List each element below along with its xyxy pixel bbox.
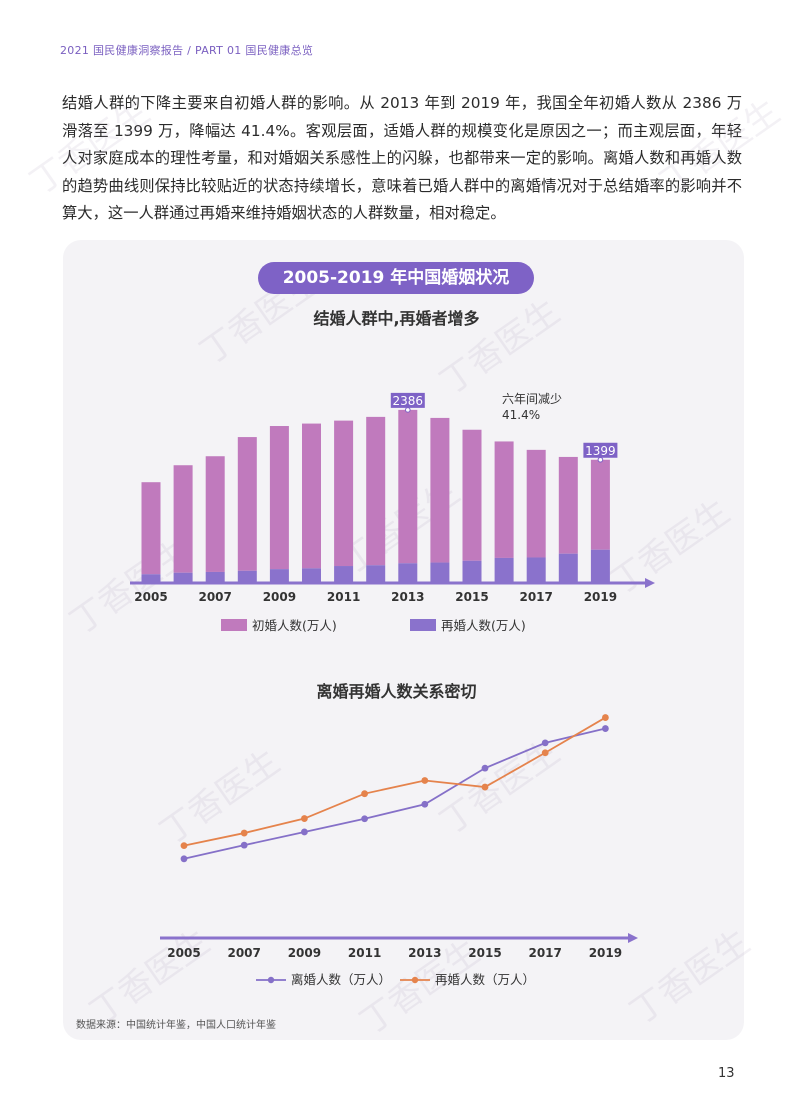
bar-remarriage-2007 [205,571,225,583]
panel-title: 2005-2019 年中国婚姻状况 [258,262,534,294]
bar-first-marriage-2014 [430,417,450,563]
bar-first-marriage-2016 [494,441,514,558]
series-point-1-2011 [361,790,368,798]
series-point-0-2011 [361,815,368,823]
report-header: 2021 国民健康洞察报告 / PART 01 国民健康总览 [60,44,314,57]
data-label-dot [405,407,411,413]
bar-remarriage-2014 [430,562,450,583]
legend-swatch-remarriage [410,619,436,631]
bar-remarriage-2010 [302,568,321,583]
bar-remarriage-2009 [269,569,289,583]
legend-swatch-first-marriage [221,619,247,631]
x-tick-label: 2009 [288,946,321,960]
series-point-1-2007 [240,829,248,837]
legend-label-remarriage: 再婚人数（万人） [435,972,535,987]
data-label-2013: 2386 [393,394,424,408]
x-tick-label: 2011 [327,590,360,604]
data-label-box [583,442,618,458]
x-tick-label: 2017 [519,590,552,604]
bar-chart-title: 结婚人群中,再婚者增多 [313,309,480,328]
annotation-line2: 41.4% [502,408,540,422]
bar-first-marriage-2015 [462,429,482,561]
bar-remarriage-2018 [558,553,578,583]
series-point-1-2013 [421,777,429,784]
bar-first-marriage-2019 [590,459,610,550]
x-tick-label: 2019 [589,946,622,960]
data-label-2019: 1399 [585,444,616,458]
bar-remarriage-2015 [462,560,482,583]
series-line-1 [183,716,606,847]
line-chart-title: 离婚再婚人数关系密切 [316,682,477,701]
x-tick-label: 2017 [528,946,561,960]
bar-first-marriage-2008 [237,437,257,571]
bar-first-marriage-2018 [558,456,578,554]
bar-remarriage-2011 [334,566,354,583]
data-label-dot [597,456,604,463]
x-tick-label: 2011 [348,946,381,960]
page-number: 13 [718,1066,735,1081]
legend-dot-divorce [267,976,275,984]
legend-label-remarriage: 再婚人数(万人) [441,618,526,633]
bar-remarriage-2017 [526,557,546,583]
x-tick-label: 2015 [468,946,501,960]
series-point-0-2005 [180,855,188,863]
bar-remarriage-2012 [366,565,386,583]
bar-remarriage-2006 [173,572,193,583]
x-tick-label: 2007 [227,946,260,960]
series-point-1-2015 [481,783,489,791]
x-tick-label: 2015 [455,590,488,604]
legend-dot-remarriage [411,976,419,984]
bar-first-marriage-2005 [141,482,161,575]
series-point-0-2019 [602,725,609,732]
series-point-0-2009 [301,828,308,836]
bar-first-marriage-2017 [526,449,546,558]
bar-remarriage-2008 [237,570,257,583]
divorce-remarriage-line-chart: 2005 2007 2009 2011 2013 2015 2017 2019 离婚人数（万人）… [160,714,638,987]
x-tick-label: 2009 [263,590,296,604]
x-axis-arrow [628,933,638,943]
marriage-bar-chart: 2005 2007 2009 2011 2013 2015 2017 2019 2386 1399… [130,392,655,633]
legend-label-first-marriage: 初婚人数(万人) [252,618,337,633]
x-axis-arrow [645,578,655,588]
series-point-0-2017 [541,739,549,747]
x-tick-label: 2007 [198,590,231,604]
annotation-line1: 六年间减少 [502,392,562,406]
bar-first-marriage-2007 [205,456,225,572]
intro-paragraph: 结婚人群的下降主要来自初婚人群的影响。从 2013 年到 2019 年，我国全年… [62,94,742,222]
bar-remarriage-2016 [494,557,514,583]
x-tick-label: 2005 [167,946,200,960]
bar-remarriage-2013 [398,563,418,583]
x-tick-label: 2019 [584,590,617,604]
series-point-0-2013 [421,800,429,808]
bar-first-marriage-2009 [269,426,289,570]
bar-first-marriage-2011 [334,420,354,567]
x-tick-label: 2013 [391,590,424,604]
legend-label-divorce: 离婚人数（万人） [291,972,391,987]
x-tick-label: 2005 [134,590,167,604]
series-point-0-2015 [481,764,489,772]
series-point-0-2007 [240,841,248,849]
series-point-1-2009 [301,815,308,822]
data-label-box [390,392,425,408]
x-tick-label: 2013 [408,946,441,960]
bar-first-marriage-2010 [302,423,321,569]
bar-remarriage-2005 [141,574,161,583]
bar-first-marriage-2013 [398,409,418,564]
series-point-1-2019 [602,714,609,721]
data-source: 数据来源：中国统计年鉴，中国人口统计年鉴 [76,1020,276,1031]
series-point-1-2005 [180,842,188,849]
series-line-0 [183,727,606,860]
series-point-1-2017 [541,749,549,757]
chart-panel [63,240,744,1040]
bar-first-marriage-2006 [173,465,193,573]
bar-remarriage-2019 [590,549,610,583]
bar-first-marriage-2012 [366,416,386,566]
